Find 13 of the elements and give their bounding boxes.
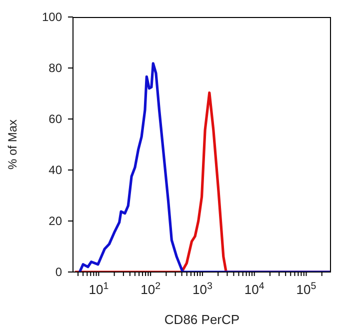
- x-tick-label: 10$^{2}$: [140, 280, 161, 297]
- y-tick-label: 80: [48, 61, 62, 75]
- y-tick-label: 60: [48, 112, 62, 126]
- y-tick-label: 40: [48, 163, 62, 177]
- x-tick-label: 10$^{4}$: [244, 280, 265, 297]
- y-tick-label: 0: [55, 265, 62, 279]
- x-tick-label: 10$^{1}$: [88, 280, 109, 297]
- y-axis-title: % of Max: [5, 119, 20, 170]
- x-tick-label: 10$^{3}$: [192, 280, 212, 297]
- x-axis-title: CD86 PerCP: [164, 312, 240, 327]
- y-tick-label: 20: [48, 214, 62, 228]
- y-tick-label: 100: [42, 10, 62, 24]
- x-tick-label: 10$^{5}$: [296, 280, 317, 297]
